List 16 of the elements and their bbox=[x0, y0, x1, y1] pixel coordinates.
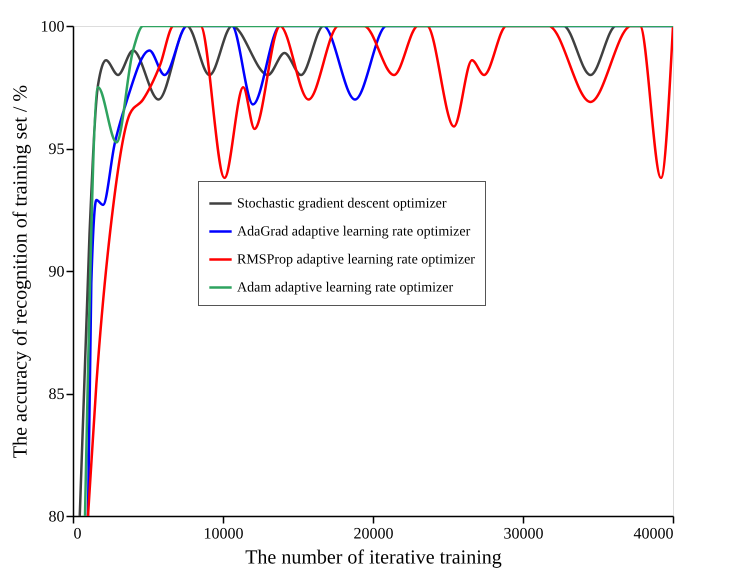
x-tick-label: 30000 bbox=[504, 526, 544, 542]
y-tick-label: 90 bbox=[48, 264, 64, 280]
y-tick-label: 100 bbox=[40, 18, 64, 36]
legend-label: Stochastic gradient descent optimizer bbox=[237, 196, 447, 212]
legend-label: AdaGrad adaptive learning rate optimizer bbox=[237, 224, 471, 240]
x-tick-label: 20000 bbox=[354, 526, 394, 542]
y-axis-title: The accuracy of recognition of training set / % bbox=[10, 84, 32, 458]
x-tick-label: 10000 bbox=[204, 526, 244, 542]
x-axis-title: The number of iterative training bbox=[245, 546, 502, 568]
y-tick-label: 80 bbox=[48, 508, 64, 526]
y-tick-label: 95 bbox=[48, 141, 64, 158]
legend-label: Adam adaptive learning rate optimizer bbox=[237, 280, 454, 296]
y-tick-label: 85 bbox=[48, 386, 64, 403]
legend-label: RMSProp adaptive learning rate optimizer bbox=[237, 252, 476, 268]
x-tick-label: 0 bbox=[74, 526, 82, 542]
x-tick-label: 40000 bbox=[634, 526, 674, 542]
